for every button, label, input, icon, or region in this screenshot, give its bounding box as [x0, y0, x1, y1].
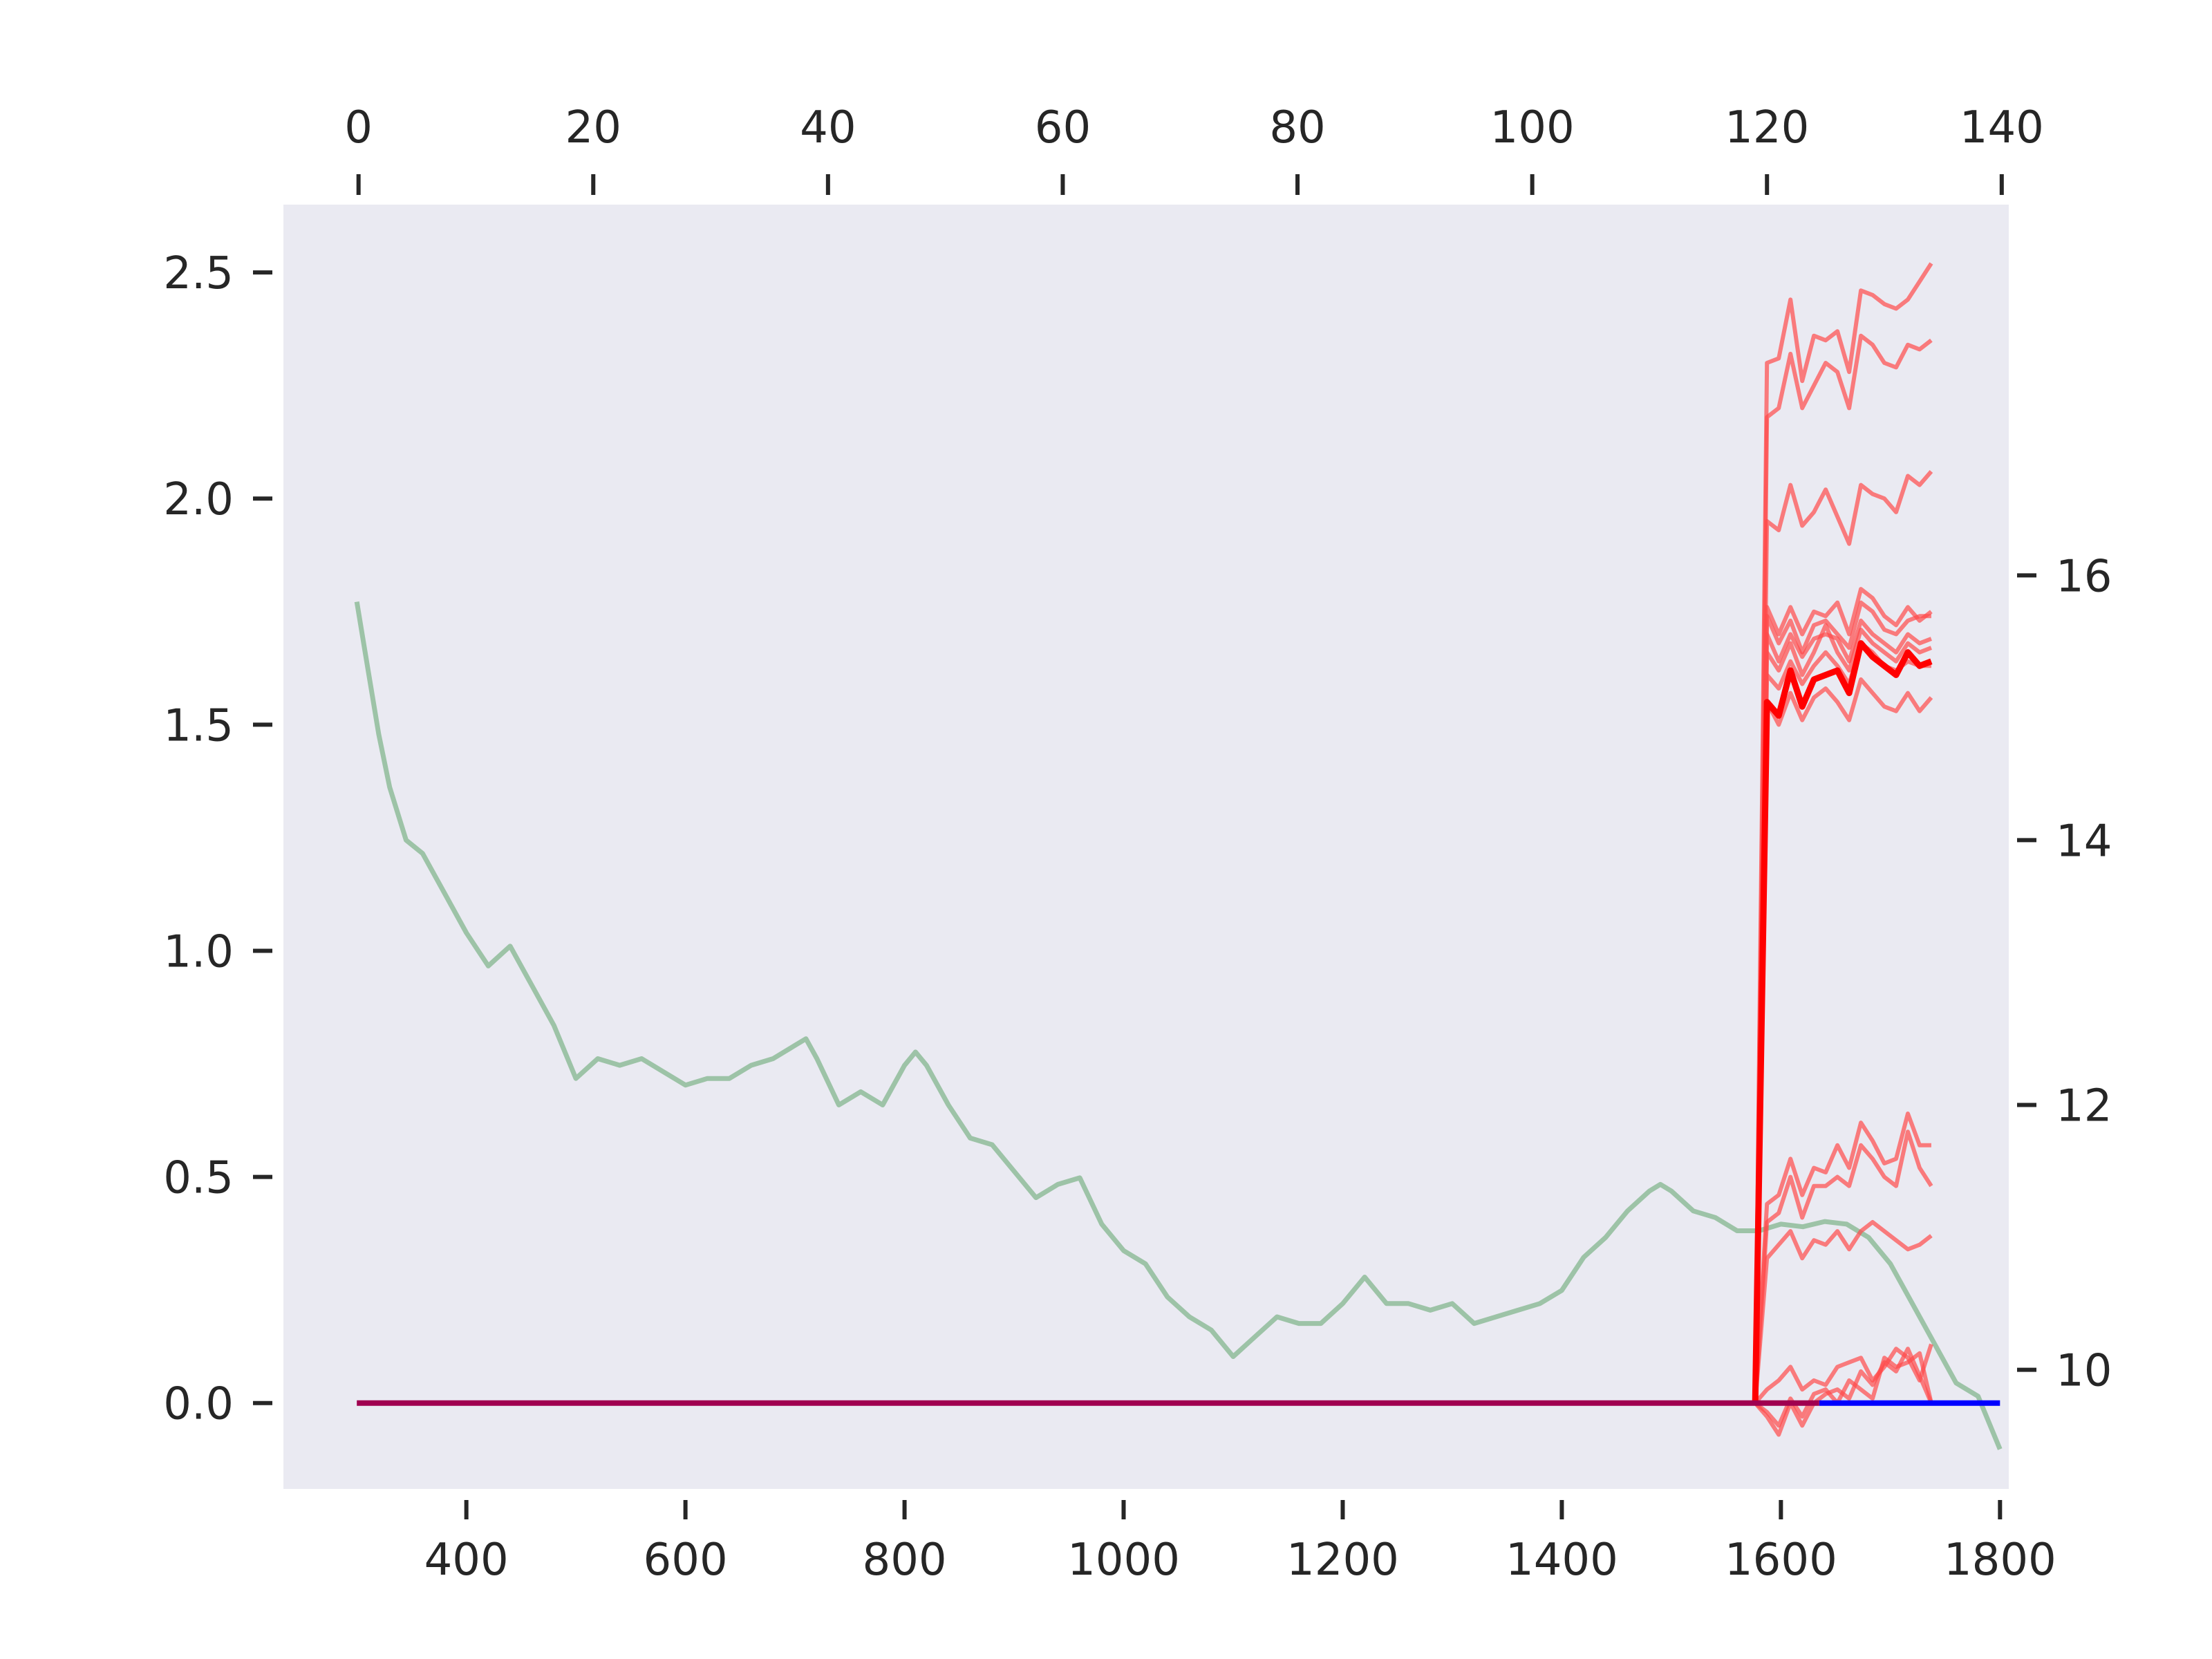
- sample-line-3: [1753, 470, 1933, 1403]
- x-top-tick-label-40: 40: [800, 102, 856, 153]
- sample-line-6: [1753, 618, 1932, 1403]
- y-left-tick-label-4: 2.0: [163, 474, 234, 525]
- axis-top: 0 20 40 60 80 100 120 140: [344, 102, 2044, 195]
- y-left-tick-label-5: 2.5: [163, 248, 234, 299]
- y-left-tick-label-0: 0.0: [163, 1379, 234, 1430]
- y-right-tick-label-12: 12: [2056, 1081, 2112, 1132]
- y-left-tick-label-3: 1.5: [163, 700, 234, 751]
- x-top-tick-label-60: 60: [1035, 102, 1091, 153]
- y-right-tick-label-10: 10: [2056, 1346, 2112, 1397]
- x-top-tick-label-140: 140: [1960, 102, 2044, 153]
- sample-line-12: [1753, 1220, 1933, 1403]
- mean-line: [1752, 640, 1933, 1403]
- axis-left: 0.0 0.5 1.0 1.5 2.0 2.5: [163, 248, 272, 1430]
- x-top-tick-label-80: 80: [1269, 102, 1325, 153]
- x-bottom-tick-label-1200: 1200: [1286, 1535, 1399, 1586]
- sample-line-2: [1753, 333, 1933, 1403]
- sample-line-4: [1753, 587, 1933, 1403]
- sample-line-1: [1753, 262, 1933, 1403]
- plot-area-background: [283, 205, 2009, 1489]
- sample-line-15: [1753, 1347, 1933, 1437]
- x-top-tick-label-0: 0: [344, 102, 373, 153]
- sample-line-10: [1753, 1112, 1931, 1403]
- x-bottom-tick-label-1600: 1600: [1725, 1535, 1837, 1586]
- axis-right: 10 12 14 16: [2017, 551, 2112, 1397]
- history-layer: [354, 601, 2003, 1450]
- x-top-tick-label-20: 20: [565, 102, 621, 153]
- x-bottom-tick-label-600: 600: [644, 1535, 728, 1586]
- x-bottom-tick-label-1800: 1800: [1944, 1535, 2056, 1586]
- sample-line-13: [1753, 1343, 1933, 1405]
- axis-bottom: 400 600 800 1000 1200 1400 1600 1800: [424, 1500, 2056, 1586]
- sample-line-5: [1753, 600, 1931, 1403]
- x-bottom-tick-label-800: 800: [862, 1535, 946, 1586]
- sample-line-11: [1753, 1130, 1933, 1403]
- y-right-tick-label-14: 14: [2056, 816, 2112, 867]
- y-left-tick-label-1: 0.5: [163, 1153, 234, 1204]
- y-left-tick-label-2: 1.0: [163, 926, 234, 977]
- x-bottom-tick-label-1000: 1000: [1067, 1535, 1180, 1586]
- x-bottom-tick-label-1400: 1400: [1506, 1535, 1618, 1586]
- sample-line-7: [1753, 623, 1932, 1403]
- y-right-tick-label-16: 16: [2056, 551, 2112, 602]
- x-top-tick-label-120: 120: [1725, 102, 1809, 153]
- x-top-tick-label-100: 100: [1490, 102, 1575, 153]
- history-line: [354, 601, 2003, 1450]
- sample-line-9: [1753, 677, 1933, 1403]
- x-bottom-tick-label-400: 400: [424, 1535, 509, 1586]
- samples-layer: [1752, 262, 1933, 1437]
